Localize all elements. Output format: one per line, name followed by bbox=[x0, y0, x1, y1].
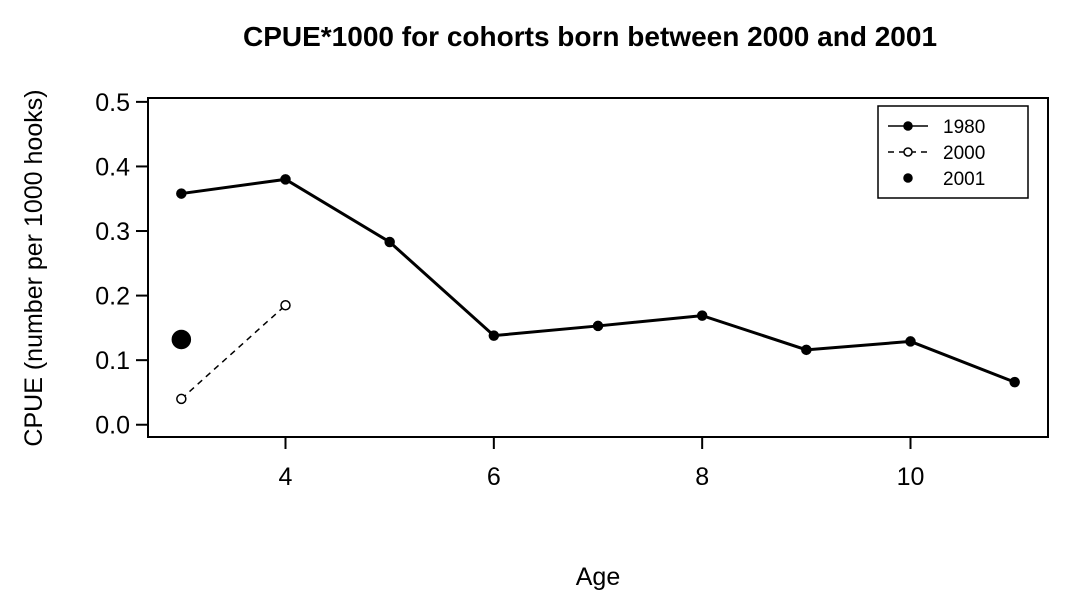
x-axis-label: Age bbox=[576, 563, 620, 591]
point bbox=[696, 310, 708, 321]
x-tick-label: 10 bbox=[897, 463, 925, 491]
legend-marker bbox=[903, 121, 913, 131]
x-tick-label: 4 bbox=[279, 463, 293, 491]
point bbox=[905, 336, 916, 347]
point bbox=[592, 320, 604, 332]
y-tick-label: 0.0 bbox=[95, 412, 130, 440]
legend-marker bbox=[903, 173, 913, 183]
point bbox=[171, 329, 192, 350]
point bbox=[280, 300, 291, 311]
legend-label: 1980 bbox=[943, 117, 985, 138]
point bbox=[176, 393, 187, 405]
y-tick-label: 0.1 bbox=[95, 347, 130, 375]
x-tick-label: 6 bbox=[487, 463, 501, 491]
legend-label: 2000 bbox=[943, 143, 985, 164]
legend-marker bbox=[903, 147, 913, 157]
plot-frame bbox=[147, 97, 1049, 438]
point bbox=[1009, 376, 1020, 388]
point bbox=[384, 236, 395, 248]
point bbox=[488, 330, 500, 341]
y-axis-label: CPUE (number per 1000 hooks) bbox=[20, 89, 48, 446]
x-tick-label: 8 bbox=[695, 463, 709, 491]
legend-label: 2001 bbox=[943, 169, 985, 190]
y-tick-label: 0.2 bbox=[95, 283, 130, 311]
y-tick-label: 0.3 bbox=[95, 218, 130, 246]
chart-title: CPUE*1000 for cohorts born between 2000 … bbox=[243, 21, 937, 52]
y-tick-label: 0.5 bbox=[95, 89, 130, 117]
point bbox=[176, 188, 187, 199]
point bbox=[280, 174, 291, 185]
point bbox=[801, 344, 812, 356]
series-line bbox=[180, 304, 287, 400]
y-tick-label: 0.4 bbox=[95, 153, 130, 181]
series-line bbox=[181, 177, 1016, 384]
